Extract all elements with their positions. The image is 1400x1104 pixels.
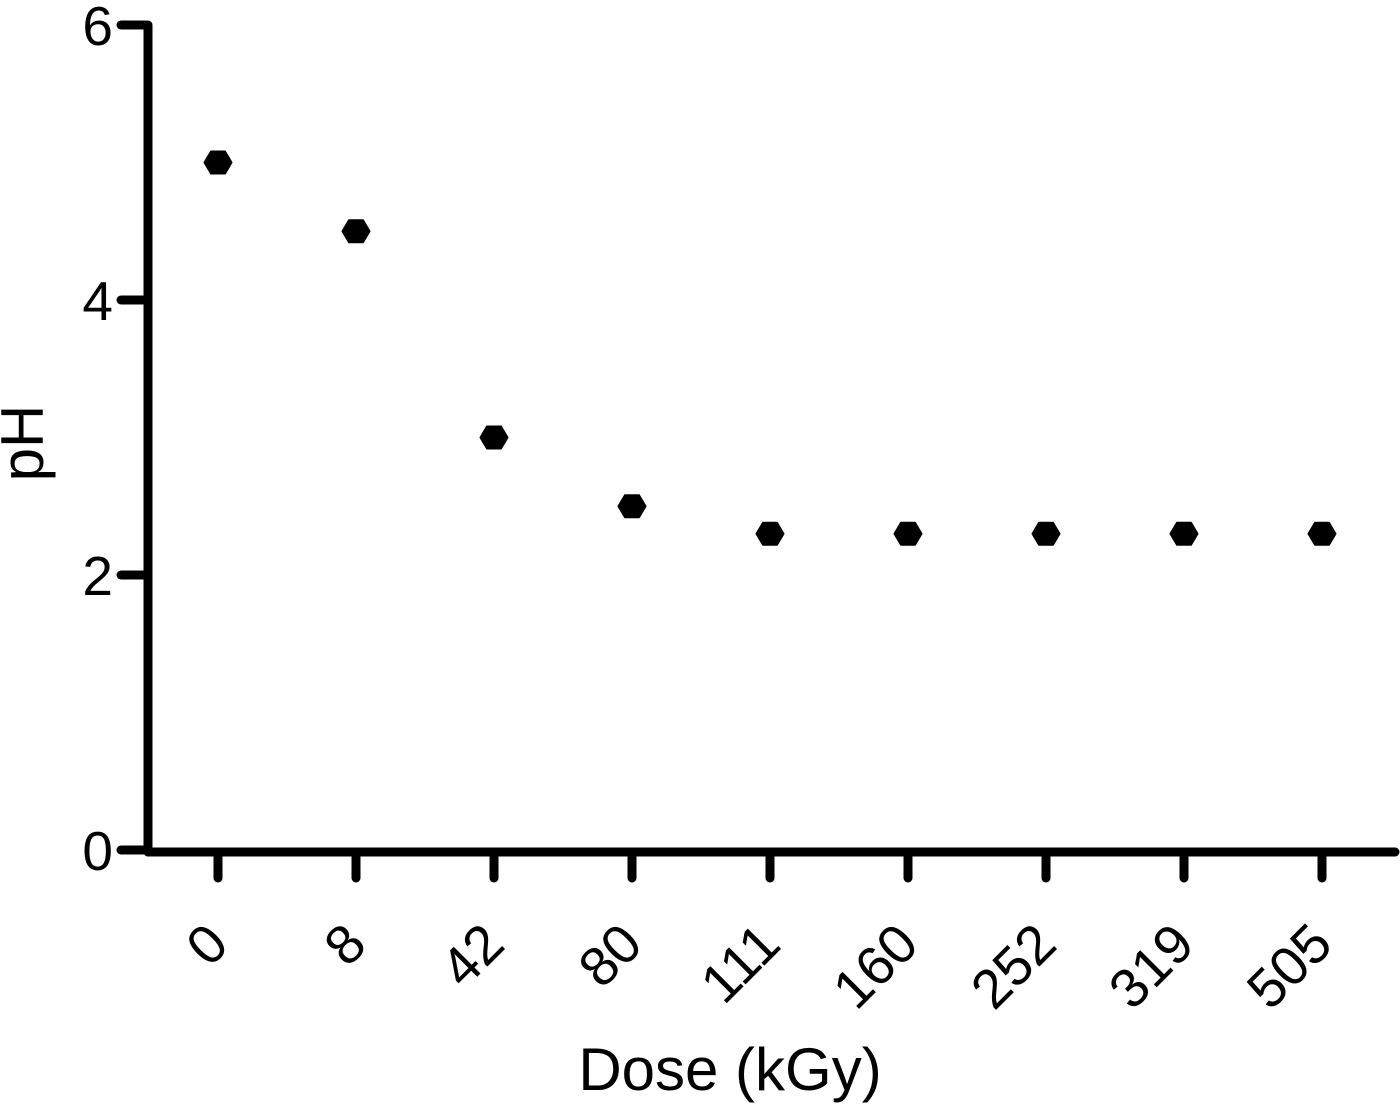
data-point-hexagon (617, 494, 647, 519)
x-tick-label: 8 (312, 912, 377, 977)
data-point-hexagon (1031, 521, 1061, 546)
y-tick-label: 4 (82, 270, 113, 332)
x-tick-label: 0 (174, 912, 239, 977)
x-axis-title: Dose (kGy) (578, 1036, 881, 1103)
axes (143, 20, 1400, 857)
data-point-hexagon (203, 150, 233, 175)
data-point-hexagon (1169, 521, 1199, 546)
data-point-hexagon (1307, 521, 1337, 546)
data-point-hexagon (341, 219, 371, 244)
x-tick-label: 252 (959, 912, 1068, 1021)
y-tick-label: 2 (82, 545, 113, 607)
data-point-hexagon (755, 521, 785, 546)
x-tick-label: 80 (566, 912, 653, 999)
x-tick-label: 505 (1235, 912, 1344, 1021)
y-tick-label: 6 (82, 0, 113, 57)
x-tick-label: 319 (1097, 912, 1206, 1021)
y-axis-title: pH (0, 405, 56, 482)
x-tick-label: 42 (428, 912, 515, 999)
x-tick-label: 160 (821, 912, 930, 1021)
data-point-series (203, 150, 1337, 546)
data-point-hexagon (893, 521, 923, 546)
data-point-hexagon (479, 425, 509, 450)
x-tick-label: 111 (689, 912, 792, 1015)
x-axis-ticks: 0 8 42 80 111 160 252 319 505 (174, 851, 1344, 1021)
y-axis-ticks: 0 2 4 6 (82, 0, 151, 882)
y-tick-label: 0 (82, 820, 113, 882)
